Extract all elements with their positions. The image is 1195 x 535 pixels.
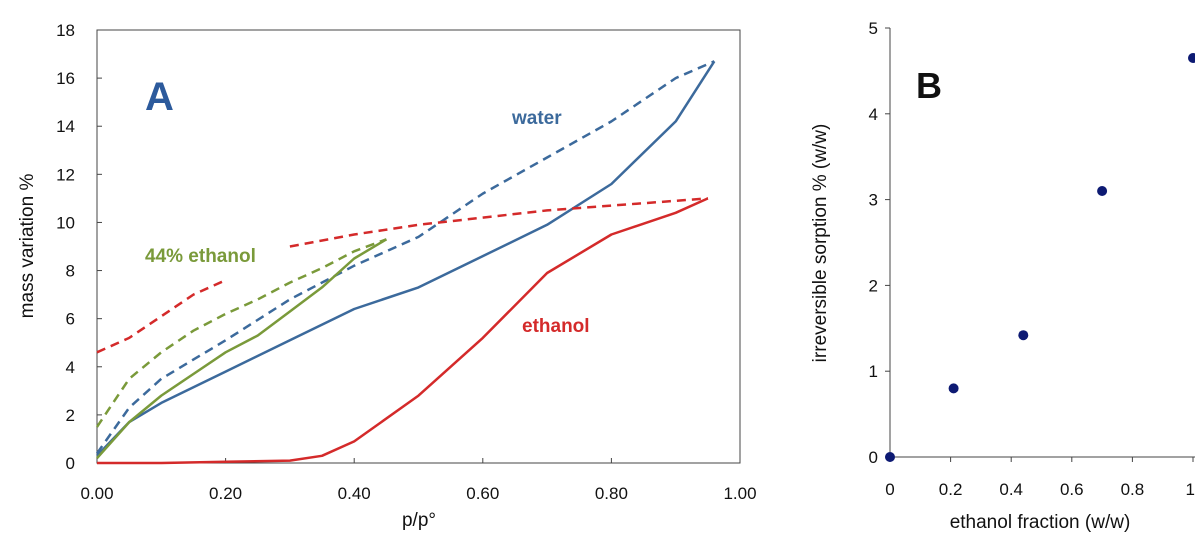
y-tick-labels: 0 1 2 3 4 5 [869, 19, 890, 467]
x-tick-labels: 0 0.2 0.4 0.6 0.8 1 [885, 457, 1195, 499]
x-tick-label: 0.80 [595, 484, 628, 503]
y-tick-label: 2 [869, 276, 878, 295]
y-tick-label: 2 [66, 406, 75, 425]
y-tick-label: 5 [869, 19, 878, 38]
annotation-water: water [511, 108, 562, 129]
x-tick-labels: 0.00 0.20 0.40 0.60 0.80 1.00 [80, 458, 757, 503]
scatter-point [1018, 330, 1029, 341]
series-line-water-desorption [95, 60, 715, 455]
x-tick-label: 0 [885, 480, 894, 499]
series-line-ethanol-desorption [289, 197, 708, 248]
series-line-ethanol-sorption [97, 197, 709, 465]
series-line-mixture-desorption [95, 238, 387, 428]
annotation-mixture: 44% ethanol [145, 246, 256, 267]
y-axis-title-a: mass variation % [17, 174, 38, 319]
chart-panel-b: 0 0.2 0.4 0.6 0.8 1 0 1 2 3 4 5 B ethanol fraction… [810, 19, 1195, 533]
y-tick-label: 4 [66, 358, 75, 377]
series-line-water-sorption [96, 60, 716, 457]
x-tick-label: 0.20 [209, 484, 242, 503]
y-tick-label: 12 [56, 165, 75, 184]
x-tick-label: 0.2 [939, 480, 963, 499]
x-tick-label: 0.8 [1121, 480, 1145, 499]
y-tick-label: 1 [869, 362, 878, 381]
x-axis-title-b: ethanol fraction (w/w) [950, 512, 1131, 533]
series-lines [95, 60, 716, 465]
series-line-ethanol-desorption [96, 279, 227, 354]
x-tick-label: 0.40 [338, 484, 371, 503]
scatter-point [1188, 53, 1195, 63]
y-tick-label: 18 [56, 21, 75, 40]
x-tick-label: 0.6 [1060, 480, 1084, 499]
y-tick-label: 4 [869, 105, 878, 124]
x-tick-label: 0.00 [80, 484, 113, 503]
chart-panel-a: 0.00 0.20 0.40 0.60 0.80 1.00 0 2 4 6 8 10 12 14 16 18… [17, 21, 757, 531]
y-axis-title-b: irreversible sorption % (w/w) [810, 124, 831, 363]
scatter-points [885, 53, 1195, 462]
panel-label-b: B [916, 65, 942, 106]
panel-label-a: A [145, 75, 174, 119]
scatter-point [1097, 186, 1108, 196]
y-tick-label: 0 [66, 454, 75, 473]
x-axis-title-a: p/p° [402, 510, 436, 531]
y-tick-label: 0 [869, 448, 878, 467]
series-line-mixture-sorption [96, 238, 388, 460]
y-tick-label: 8 [66, 262, 75, 281]
plot-area-frame [96, 29, 741, 464]
y-tick-labels: 0 2 4 6 8 10 12 14 16 18 [56, 21, 102, 473]
x-tick-label: 1 [1186, 480, 1195, 499]
y-tick-label: 14 [56, 117, 75, 136]
y-tick-label: 10 [56, 213, 75, 232]
x-tick-label: 0.60 [466, 484, 499, 503]
annotation-ethanol: ethanol [522, 316, 590, 337]
x-tick-label: 1.00 [723, 484, 756, 503]
y-tick-label: 3 [869, 191, 878, 210]
scatter-point [885, 452, 895, 462]
x-tick-label: 0.4 [999, 480, 1023, 499]
y-tick-label: 6 [66, 310, 75, 329]
scatter-point [948, 383, 959, 394]
y-tick-label: 16 [56, 69, 75, 88]
